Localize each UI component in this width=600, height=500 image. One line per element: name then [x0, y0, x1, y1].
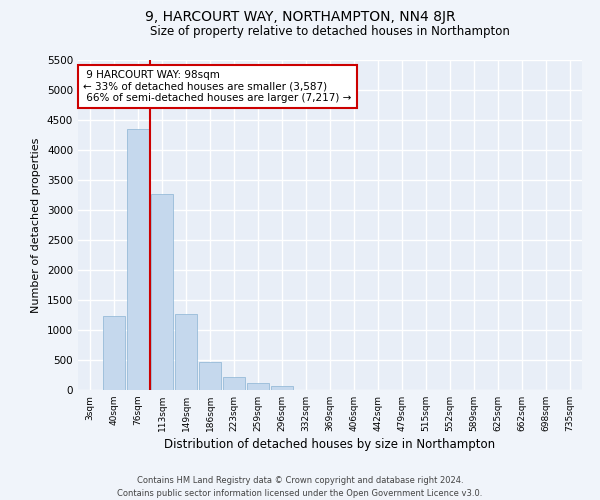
Bar [151, 194, 173, 390]
Text: Contains HM Land Registry data © Crown copyright and database right 2024.
Contai: Contains HM Land Registry data © Crown c… [118, 476, 482, 498]
Bar [271, 386, 293, 390]
Bar [103, 316, 125, 390]
Bar [199, 362, 221, 390]
Bar [175, 314, 197, 390]
Title: Size of property relative to detached houses in Northampton: Size of property relative to detached ho… [150, 25, 510, 38]
Text: 9, HARCOURT WAY, NORTHAMPTON, NN4 8JR: 9, HARCOURT WAY, NORTHAMPTON, NN4 8JR [145, 10, 455, 24]
Bar [247, 384, 269, 390]
Bar [127, 129, 149, 390]
Y-axis label: Number of detached properties: Number of detached properties [31, 138, 41, 312]
Text: 9 HARCOURT WAY: 98sqm
← 33% of detached houses are smaller (3,587)
 66% of semi-: 9 HARCOURT WAY: 98sqm ← 33% of detached … [83, 70, 352, 103]
X-axis label: Distribution of detached houses by size in Northampton: Distribution of detached houses by size … [164, 438, 496, 451]
Bar [223, 377, 245, 390]
